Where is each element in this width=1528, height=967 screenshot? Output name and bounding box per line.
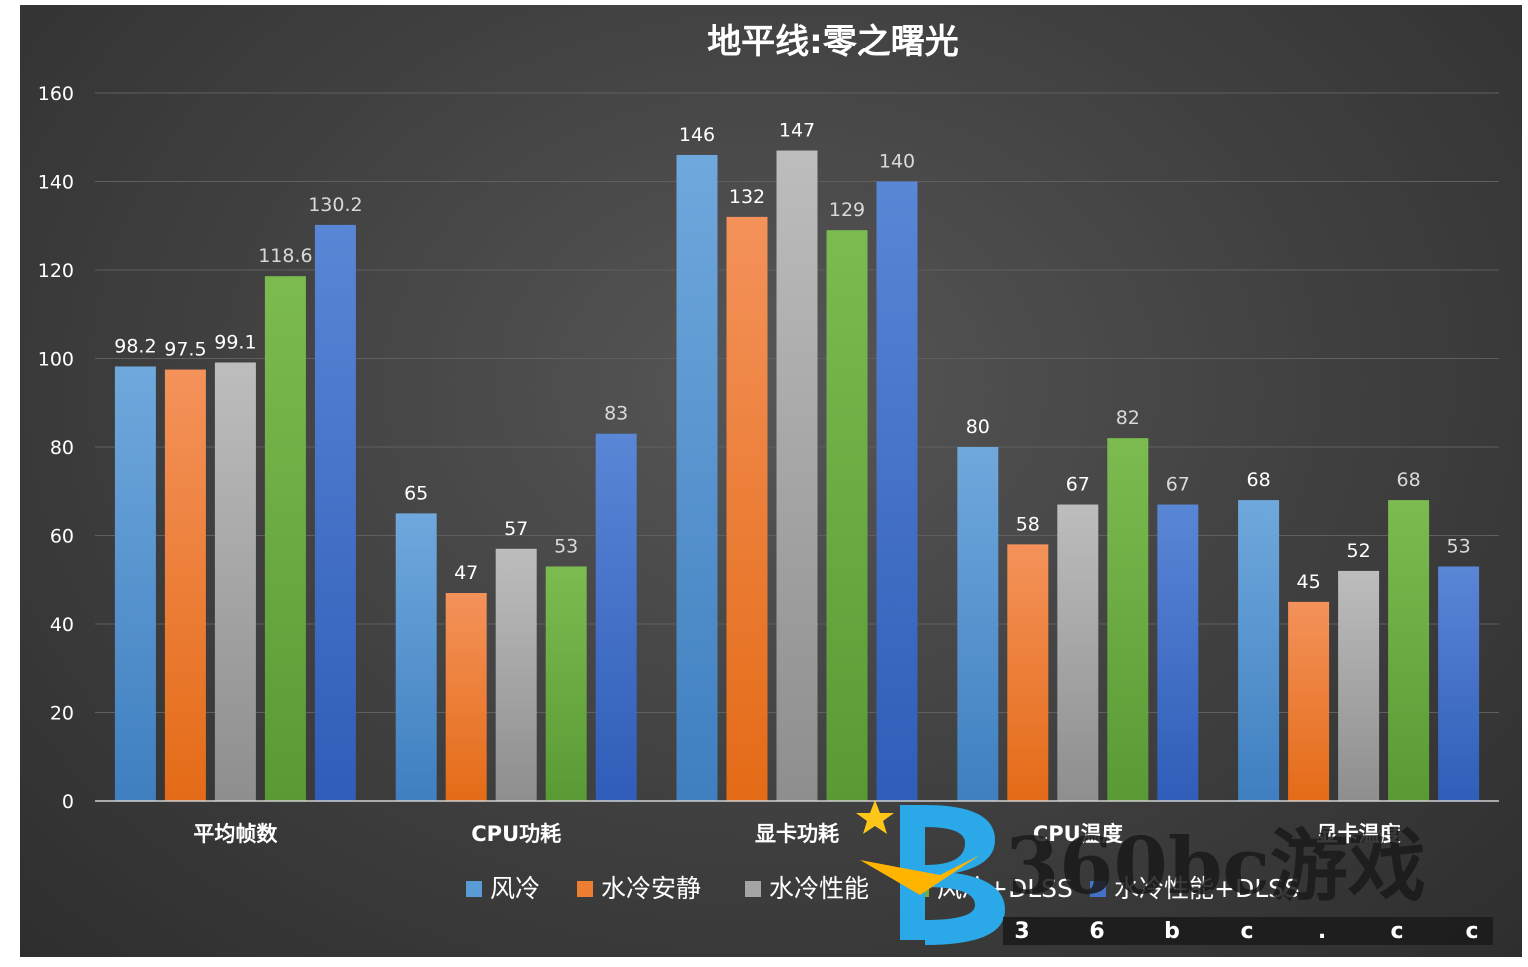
data-label: 118.6 (258, 245, 312, 267)
legend-label: 水冷性能+DLSS (1114, 874, 1300, 903)
bar (595, 433, 637, 801)
legend-swatch (466, 881, 482, 897)
data-label: 45 (1297, 571, 1321, 593)
bar (164, 369, 206, 801)
bar (495, 548, 537, 801)
data-label: 58 (1016, 513, 1040, 535)
bar (114, 366, 156, 801)
bar (264, 276, 306, 801)
bar (1157, 504, 1199, 801)
data-label: 53 (1447, 535, 1471, 557)
bar (1388, 500, 1430, 801)
watermark-domain-char: c (1390, 919, 1403, 944)
data-label: 67 (1066, 474, 1090, 496)
x-tick-label: CPU温度 (1033, 822, 1123, 846)
data-label: 99.1 (214, 331, 256, 353)
watermark-logo-text: 360bc游戏 (1005, 821, 1426, 912)
data-label: 97.5 (164, 339, 206, 361)
y-tick-label: 160 (38, 83, 74, 105)
bars (114, 150, 1480, 802)
bar (214, 362, 256, 801)
bar (1057, 504, 1099, 801)
y-tick-label: 80 (50, 437, 74, 459)
bar (1338, 570, 1380, 801)
legend-swatch (577, 881, 593, 897)
y-tick-label: 140 (38, 172, 74, 194)
data-label: 130.2 (308, 194, 362, 216)
watermark-logo-icon (856, 800, 1005, 945)
bar (1238, 500, 1280, 801)
bar (776, 150, 818, 801)
legend-label: 水冷性能 (769, 874, 869, 903)
data-label: 98.2 (114, 335, 156, 357)
data-label: 57 (504, 518, 528, 540)
data-label: 47 (454, 562, 478, 584)
y-tick-label: 120 (38, 260, 74, 282)
data-label: 129 (829, 199, 865, 221)
bar (1288, 601, 1330, 801)
watermark-domain-char: b (1164, 919, 1180, 944)
x-tick-label: 平均帧数 (193, 822, 278, 846)
data-label: 83 (604, 403, 628, 425)
axes: 0 20 40 60 80 100 120 140 160 平均帧数 CPU功耗 显卡功耗 CPU温度 显… (38, 83, 1499, 846)
bar (1107, 438, 1149, 801)
watermark-domain-char: 3 (1014, 919, 1029, 944)
watermark-domain-strip (1003, 917, 1493, 945)
legend-swatch (1090, 881, 1106, 897)
legend-label: 风冷 (490, 874, 540, 903)
bar (314, 224, 356, 802)
data-label: 67 (1166, 474, 1190, 496)
bar (957, 447, 999, 801)
watermark: 360bc游戏 3 6 b c. c c (856, 800, 1493, 945)
bar (726, 216, 768, 801)
data-label: 80 (966, 416, 990, 438)
value-labels: 98.2 97.5 99.1 118.6 130.2 65 47 57 53 83 146 132 14… (114, 120, 1470, 593)
bar (395, 513, 437, 801)
y-tick-label: 0 (62, 791, 74, 813)
watermark-domain-char: c (1465, 919, 1478, 944)
y-tick-label: 40 (50, 614, 74, 636)
legend-swatch (745, 881, 761, 897)
chart-title: 地平线:零之曙光 (707, 22, 959, 62)
data-label: 132 (729, 186, 765, 208)
y-tick-label: 60 (50, 526, 74, 548)
bar (445, 593, 487, 801)
data-label: 68 (1247, 469, 1271, 491)
bar (1438, 566, 1480, 801)
bar (826, 230, 868, 802)
legend-label: 水冷安静 (601, 874, 701, 903)
x-tick-label: 显卡温度 (1317, 822, 1401, 846)
watermark-domain-char: . (1318, 919, 1326, 944)
chart-frame: 地平线:零之曙光 98.2 97.5 99.1 118.6 130.2 65 47 57 53 8… (20, 5, 1522, 957)
watermark-domain-char: 6 (1089, 919, 1104, 944)
x-tick-label: CPU功耗 (471, 822, 561, 846)
y-tick-label: 100 (38, 349, 74, 371)
data-label: 140 (879, 151, 915, 173)
bar (1007, 544, 1049, 801)
bar-chart: 地平线:零之曙光 98.2 97.5 99.1 118.6 130.2 65 47 57 53 8… (38, 22, 1499, 945)
data-label: 53 (554, 535, 578, 557)
data-label: 65 (404, 482, 428, 504)
bar (876, 181, 918, 801)
data-label: 68 (1397, 469, 1421, 491)
data-label: 147 (779, 120, 815, 142)
bar (545, 566, 587, 801)
bar (676, 154, 718, 801)
data-label: 146 (679, 124, 715, 146)
data-label: 52 (1347, 540, 1371, 562)
y-tick-label: 20 (50, 703, 74, 725)
watermark-domain-char: c (1240, 919, 1253, 944)
x-tick-label: 显卡功耗 (755, 822, 839, 846)
data-label: 82 (1116, 407, 1140, 429)
